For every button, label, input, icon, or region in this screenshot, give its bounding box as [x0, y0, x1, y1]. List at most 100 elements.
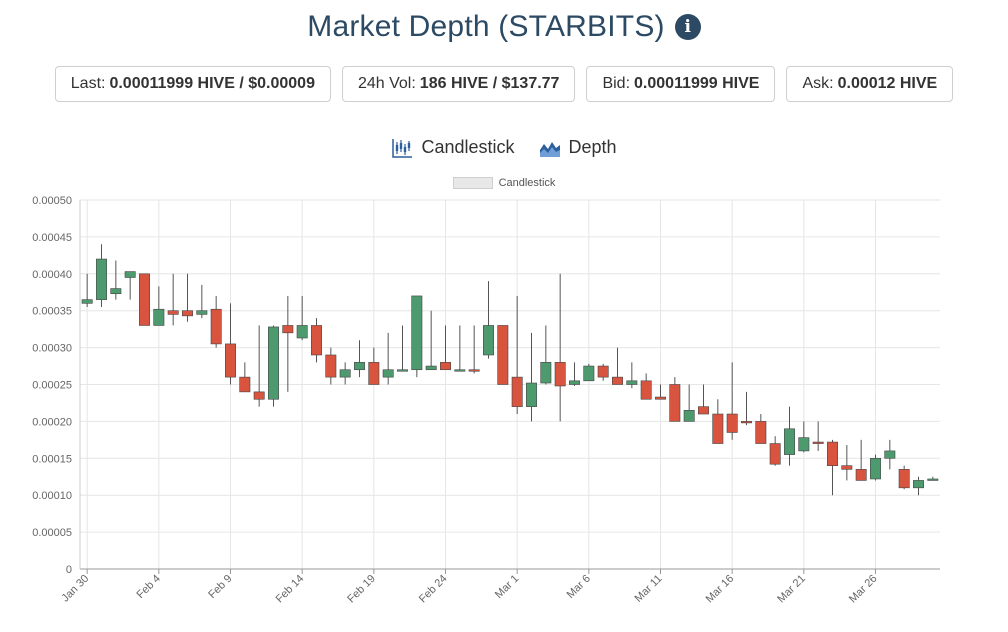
- y-tick-label: 0.00025: [32, 380, 72, 392]
- candle-up: [526, 382, 537, 407]
- stat-bid-value: 0.00011999 HIVE: [634, 75, 760, 92]
- stat-ask-value: 0.00012 HIVE: [837, 75, 938, 92]
- x-tick-label: Mar 26: [847, 573, 880, 606]
- stat-ask: Ask: 0.00012 HIVE: [786, 66, 954, 102]
- candle-down: [497, 325, 509, 385]
- y-tick-label: 0.00020: [32, 416, 72, 428]
- x-tick-label: Mar 1: [493, 573, 521, 601]
- candle-up: [397, 369, 408, 372]
- x-tick-label: Mar 11: [633, 573, 665, 605]
- title-bar: Market Depth (STARBITS) i: [0, 10, 1008, 44]
- candle-down: [239, 376, 251, 393]
- stat-volume-value: 186 HIVE / $137.77: [419, 75, 560, 92]
- y-tick-label: 0.00015: [32, 453, 72, 465]
- candle-down: [368, 362, 380, 385]
- candle-up: [454, 369, 466, 372]
- candle-up: [81, 299, 93, 304]
- candle-down: [612, 376, 623, 385]
- candle-down: [812, 441, 824, 444]
- candle-up: [569, 380, 580, 385]
- stat-ask-label: Ask:: [802, 75, 834, 92]
- candle-up: [411, 295, 423, 371]
- candle-down: [726, 413, 738, 433]
- y-tick-label: 0.00040: [32, 269, 72, 281]
- stat-bid-label: Bid:: [602, 75, 631, 92]
- candle-up: [626, 380, 638, 385]
- candle-down: [511, 376, 523, 407]
- candle-down: [841, 465, 853, 470]
- candle-up: [927, 478, 939, 481]
- candlestick-icon: [391, 138, 413, 158]
- y-tick-label: 0.00050: [32, 195, 72, 207]
- x-tick-label: Mar 16: [704, 573, 737, 606]
- candle-down: [769, 443, 781, 465]
- candle-down: [282, 325, 294, 334]
- candle-down: [597, 365, 609, 378]
- candle-up: [339, 369, 351, 378]
- candle-down: [669, 384, 681, 422]
- candle-down: [898, 469, 910, 489]
- candle-up: [683, 410, 695, 422]
- tab-depth[interactable]: Depth: [539, 137, 617, 158]
- x-tick-label: Feb 4: [135, 573, 163, 601]
- candle-up: [110, 288, 122, 295]
- page-title: Market Depth (STARBITS): [307, 10, 665, 43]
- candle-down: [440, 362, 451, 371]
- stats-bar: Last: 0.00011999 HIVE / $0.00009 24h Vol…: [0, 66, 1008, 102]
- candle-up: [798, 437, 810, 452]
- candle-down: [755, 421, 767, 444]
- candle-up: [884, 450, 896, 459]
- candle-up: [870, 457, 881, 480]
- chart-tabs: Candlestick Depth: [0, 137, 1008, 158]
- x-tick-label: Mar 21: [775, 573, 808, 606]
- stat-volume: 24h Vol: 186 HIVE / $137.77: [341, 66, 576, 102]
- legend-swatch: [452, 177, 493, 189]
- candle-down: [325, 354, 337, 378]
- y-tick-label: 0: [66, 564, 72, 576]
- candle-up: [124, 271, 136, 278]
- depth-icon: [539, 138, 561, 158]
- tab-candlestick-label: Candlestick: [421, 137, 515, 157]
- candle-up: [583, 365, 595, 382]
- candle-down: [827, 441, 838, 466]
- candle-up: [784, 428, 795, 455]
- stat-bid: Bid: 0.00011999 HIVE: [586, 66, 776, 102]
- stat-last-label: Last:: [70, 75, 106, 92]
- chart-legend[interactable]: Candlestick: [0, 177, 1008, 189]
- candle-down: [167, 310, 179, 315]
- candle-down: [182, 310, 193, 317]
- candle-up: [540, 362, 552, 384]
- stat-last-value: 0.00011999 HIVE / $0.00009: [109, 75, 315, 92]
- stat-volume-label: 24h Vol:: [357, 75, 416, 92]
- candle-up: [196, 310, 208, 315]
- candle-down: [225, 343, 236, 378]
- candle-down: [698, 406, 709, 415]
- candle-up: [483, 325, 494, 356]
- x-tick-label: Feb 9: [206, 573, 234, 601]
- candle-up: [268, 326, 279, 400]
- info-circle-icon[interactable]: i: [674, 14, 701, 40]
- candle-down: [139, 273, 150, 326]
- candle-down: [855, 469, 867, 481]
- y-tick-label: 0.00045: [32, 232, 72, 244]
- x-tick-label: Mar 6: [565, 573, 593, 601]
- x-tick-label: Feb 19: [345, 573, 378, 606]
- y-tick-label: 0.00005: [32, 527, 72, 539]
- candle-down: [741, 421, 752, 424]
- candle-up: [913, 480, 924, 489]
- candle-up: [153, 308, 165, 326]
- legend-label: Candlestick: [498, 177, 556, 189]
- tab-candlestick[interactable]: Candlestick: [391, 137, 515, 158]
- candle-up: [382, 369, 394, 378]
- tab-depth-label: Depth: [568, 137, 617, 157]
- candle-down: [655, 396, 666, 400]
- y-tick-label: 0.00030: [32, 343, 72, 355]
- candle-up: [296, 325, 308, 339]
- candle-down: [468, 369, 480, 372]
- x-tick-label: Jan 30: [59, 573, 91, 605]
- y-tick-label: 0.00035: [32, 306, 72, 318]
- y-tick-label: 0.00010: [32, 490, 72, 502]
- stat-last: Last: 0.00011999 HIVE / $0.00009: [54, 66, 331, 102]
- candle-down: [253, 391, 265, 400]
